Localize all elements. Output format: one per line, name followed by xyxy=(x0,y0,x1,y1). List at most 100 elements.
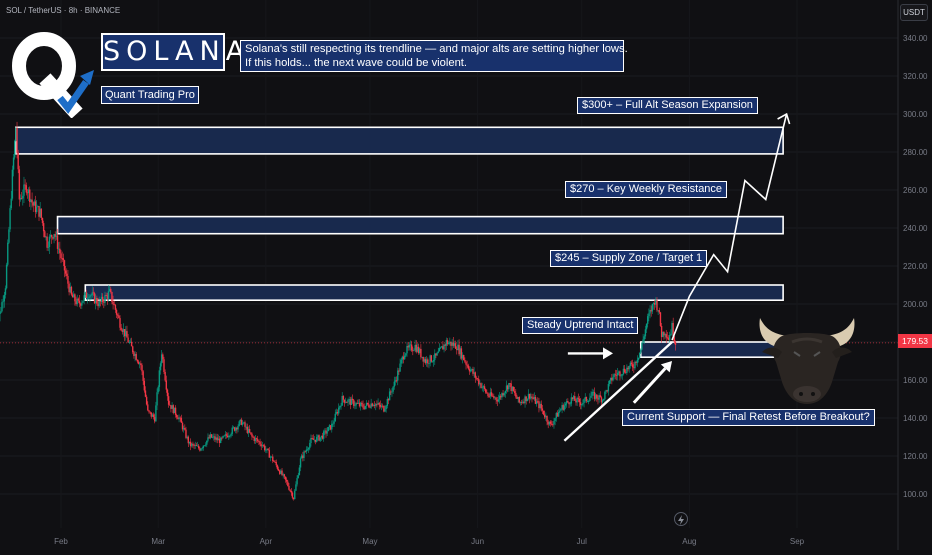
candle-body xyxy=(464,360,465,362)
candle-body xyxy=(328,427,329,431)
currency-button[interactable]: USDT xyxy=(900,4,928,21)
headline-line-2: If this holds... the next wave could be … xyxy=(245,56,619,70)
resistance-270-label: $270 – Key Weekly Resistance xyxy=(565,181,727,198)
candle-body xyxy=(181,418,182,423)
candle-body xyxy=(642,339,643,342)
candle-body xyxy=(267,449,268,450)
candle-body xyxy=(126,331,127,337)
candle-body xyxy=(185,430,186,438)
candle-body xyxy=(303,451,304,457)
y-tick-label: 240.00 xyxy=(903,224,928,233)
candle-body xyxy=(46,237,47,248)
x-tick-label: Jun xyxy=(471,537,484,546)
candle-body xyxy=(160,363,161,370)
candle-body xyxy=(582,403,583,404)
candle-body xyxy=(200,449,201,451)
y-tick-label: 280.00 xyxy=(903,148,928,157)
candle-body xyxy=(397,371,398,381)
candle-body xyxy=(564,405,565,409)
candle-body xyxy=(477,378,478,379)
x-tick-label: Aug xyxy=(682,537,696,546)
candle-body xyxy=(656,300,657,310)
candle-body xyxy=(291,491,292,493)
candle-body xyxy=(256,438,257,439)
candle-body xyxy=(541,404,542,409)
candle-body xyxy=(110,289,111,292)
candle-body xyxy=(36,207,37,212)
candle-body xyxy=(250,432,251,433)
candle-body xyxy=(644,336,645,339)
candle-body xyxy=(440,348,441,349)
candle-body xyxy=(675,342,676,345)
candle-body xyxy=(163,359,164,372)
candle-body xyxy=(391,392,392,393)
candle-body xyxy=(285,477,286,480)
headline-box: Solana's still respecting its trendline … xyxy=(240,40,624,72)
candle-body xyxy=(115,305,116,310)
candle-body xyxy=(320,437,321,440)
candle-body xyxy=(132,346,133,352)
candle-body xyxy=(505,391,506,393)
candle-body xyxy=(237,426,238,429)
candle-body xyxy=(226,434,227,435)
candle-body xyxy=(148,410,149,411)
candle-body xyxy=(265,450,266,451)
candle-body xyxy=(519,397,520,403)
candle-body xyxy=(659,310,660,312)
candle-body xyxy=(428,363,429,364)
candle-body xyxy=(346,402,347,403)
candle-body xyxy=(609,381,610,384)
candle-body xyxy=(286,480,287,482)
current-price-label: 179.53 xyxy=(898,334,932,348)
candle-body xyxy=(589,398,590,401)
candle-body xyxy=(409,345,410,347)
candle-body xyxy=(343,396,344,400)
candle-body xyxy=(60,253,61,258)
candle-body xyxy=(392,387,393,392)
candle-body xyxy=(323,431,324,438)
candle-body xyxy=(362,404,363,407)
candle-body xyxy=(7,243,8,265)
candle-body xyxy=(308,448,309,449)
candle-body xyxy=(44,231,45,237)
candle-body xyxy=(413,350,414,351)
candle-body xyxy=(136,354,137,360)
candle-body xyxy=(352,399,353,400)
y-tick-label: 200.00 xyxy=(903,300,928,309)
candle-body xyxy=(184,428,185,430)
candle-body xyxy=(287,482,288,486)
candle-body xyxy=(550,422,551,424)
candle-body xyxy=(278,469,279,471)
lightning-icon[interactable] xyxy=(674,512,688,526)
x-tick-label: Feb xyxy=(54,537,68,546)
supply-zone xyxy=(58,217,784,234)
candle-body xyxy=(5,288,6,295)
candle-body xyxy=(251,434,252,437)
candle-body xyxy=(354,405,355,406)
candle-body xyxy=(118,316,119,319)
candle-body xyxy=(648,313,649,316)
candle-body xyxy=(4,295,5,302)
candle-body xyxy=(0,311,1,313)
candle-body xyxy=(608,384,609,391)
candle-body xyxy=(620,376,621,377)
candle-body xyxy=(361,403,362,404)
candle-body xyxy=(641,343,642,350)
candle-body xyxy=(23,185,24,196)
candle-body xyxy=(333,421,334,423)
candle-body xyxy=(316,437,317,442)
candle-body xyxy=(552,424,553,425)
candle-body xyxy=(137,360,138,362)
candle-body xyxy=(114,304,115,305)
candle-body xyxy=(326,431,327,433)
candle-body xyxy=(284,474,285,476)
y-tick-label: 220.00 xyxy=(903,262,928,271)
candle-body xyxy=(431,355,432,361)
candle-body xyxy=(64,260,65,270)
candle-body xyxy=(294,491,295,499)
candle-body xyxy=(411,344,412,350)
target-300-label: $300+ – Full Alt Season Expansion xyxy=(577,97,758,114)
candle-body xyxy=(14,141,15,158)
candle-body xyxy=(482,387,483,388)
